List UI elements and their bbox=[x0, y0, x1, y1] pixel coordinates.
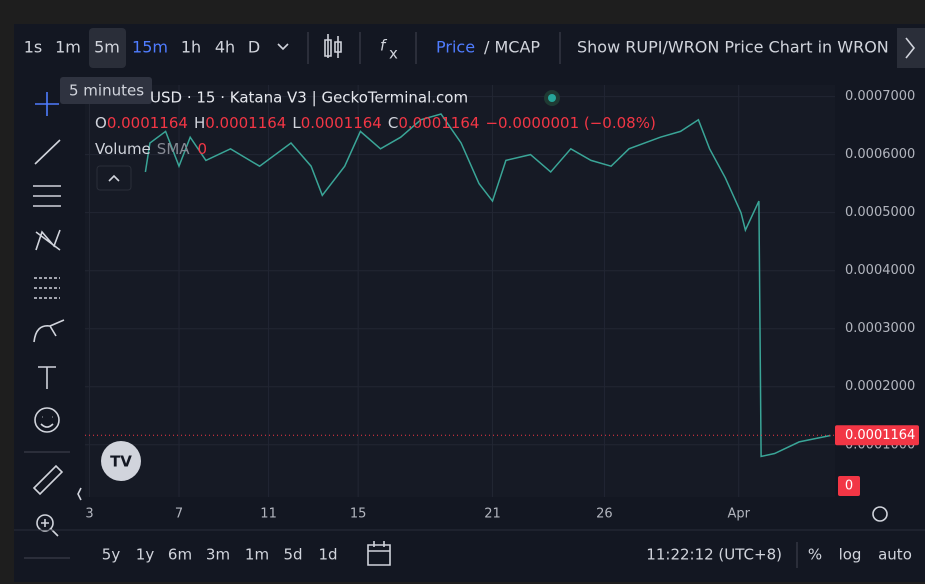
logo-mark: TV bbox=[110, 453, 132, 471]
ruler-tool[interactable] bbox=[32, 464, 64, 496]
x-tick-label: 7 bbox=[175, 507, 183, 522]
clock: 11:22:12 (UTC+8) bbox=[646, 546, 782, 564]
interval-button[interactable]: 5m bbox=[94, 38, 120, 57]
price-plot: 0.0007000 0.0006000 0.0005000 0.0004000 0.00… bbox=[85, 85, 919, 522]
bottom-bar: 5y 1y 6m 3m 1m 5d 1d% log auto bbox=[102, 546, 912, 564]
arrow-right bbox=[905, 37, 916, 59]
volume-label: Volume bbox=[95, 140, 151, 158]
x-tick-label: 11 bbox=[260, 507, 277, 522]
range-button[interactable]: 5y bbox=[102, 546, 121, 564]
y-tick-label: 0.0006000 bbox=[845, 147, 915, 162]
price-line bbox=[144, 113, 831, 458]
zoom-tool[interactable] bbox=[36, 514, 54, 532]
range-button[interactable]: 1y bbox=[136, 546, 155, 564]
last-price-label: 0.0001164 bbox=[845, 428, 915, 443]
interval-button[interactable]: 4h bbox=[215, 38, 235, 57]
fx-icon[interactable]: x bbox=[389, 45, 398, 63]
x-tick-label: 26 bbox=[596, 507, 613, 522]
y-tick-label: 0.0007000 bbox=[845, 89, 915, 104]
interval-button[interactable]: 1h bbox=[181, 38, 201, 57]
drawing-toolbar bbox=[24, 92, 82, 559]
ohlc-value: 0.0001164 bbox=[398, 114, 479, 132]
ohlc-key: L bbox=[292, 114, 301, 132]
x-tick-label: 21 bbox=[484, 507, 501, 522]
sma-value: 0 bbox=[198, 140, 208, 158]
price-toggle[interactable]: Price bbox=[436, 38, 475, 57]
interval-button[interactable]: 15m bbox=[132, 38, 168, 57]
sma-label: SMA bbox=[157, 140, 190, 158]
pair-toggle[interactable]: Show RUPI/WRON Price Chart in WRON bbox=[577, 38, 889, 57]
ohlc-change: −0.0000001 (−0.08%) bbox=[485, 114, 655, 132]
y-tick-label: 0.0004000 bbox=[845, 263, 915, 278]
interval-button[interactable]: 1s bbox=[24, 38, 43, 57]
interval-buttons: 1s 1m 5m 15m 1h 4h D bbox=[24, 38, 260, 57]
ohlc-legend: O0.0001164 H0.0001164 L0.0001164 C0.0001164… bbox=[95, 114, 656, 132]
range-button[interactable]: 3m bbox=[206, 546, 230, 564]
text-tool[interactable] bbox=[38, 366, 56, 389]
collapse-toolbar[interactable] bbox=[77, 487, 82, 501]
volume-legend: Volume SMA 0 bbox=[95, 140, 207, 158]
chevron[interactable] bbox=[277, 43, 289, 51]
plot-area bbox=[85, 85, 835, 497]
fib-tool[interactable] bbox=[33, 185, 61, 207]
emoji-face bbox=[40, 416, 54, 428]
scroll-right[interactable] bbox=[897, 28, 925, 68]
scale-option[interactable]: auto bbox=[878, 546, 912, 564]
projection-tool[interactable] bbox=[34, 277, 60, 299]
range-button[interactable]: 1m bbox=[245, 546, 269, 564]
y-tick-label: 0.0002000 bbox=[845, 379, 915, 394]
ohlc-value: 0.0001164 bbox=[107, 114, 188, 132]
x-tick-label: 3 bbox=[85, 507, 93, 522]
trendline-tool[interactable] bbox=[34, 139, 61, 165]
x-tick-label: Apr bbox=[727, 507, 750, 522]
tooltip-text: 5 minutes bbox=[69, 82, 144, 100]
collapse-legend[interactable] bbox=[96, 165, 132, 191]
mcap-toggle[interactable]: / MCAP bbox=[484, 38, 540, 57]
legend-title: USD · 15 · Katana V3 | GeckoTerminal.com bbox=[150, 89, 468, 107]
ohlc-key: H bbox=[194, 114, 205, 132]
selected-interval bbox=[89, 28, 126, 68]
chevron-up bbox=[108, 174, 120, 182]
tooltip bbox=[60, 77, 152, 104]
brush-tool[interactable] bbox=[33, 319, 65, 343]
x-tick-label: 15 bbox=[350, 507, 367, 522]
settings-icon[interactable] bbox=[872, 506, 888, 522]
ohlc-value: 0.0001164 bbox=[301, 114, 382, 132]
range-button[interactable]: 5d bbox=[283, 546, 302, 564]
ohlc-key: O bbox=[95, 114, 107, 132]
ohlc-value: 0.0001164 bbox=[205, 114, 286, 132]
volume-box bbox=[838, 476, 860, 496]
pattern-tool[interactable] bbox=[35, 229, 61, 251]
y-tick-label: 0.0003000 bbox=[845, 321, 915, 336]
volume-label: 0 bbox=[845, 479, 853, 494]
status-dot bbox=[548, 94, 556, 102]
crosshair-tool[interactable] bbox=[35, 92, 59, 116]
last-price-box bbox=[835, 425, 919, 446]
ohlc-key: C bbox=[388, 114, 398, 132]
range-button[interactable]: 1d bbox=[318, 546, 337, 564]
top-toolbar bbox=[14, 24, 925, 72]
date-range-icon[interactable] bbox=[367, 541, 391, 566]
range-button[interactable]: 6m bbox=[168, 546, 192, 564]
scale-option[interactable]: log bbox=[839, 546, 862, 564]
scale-option[interactable]: % bbox=[808, 546, 822, 564]
interval-button[interactable]: D bbox=[248, 38, 260, 57]
fx-icon[interactable]: f bbox=[380, 37, 388, 55]
logo[interactable] bbox=[101, 441, 141, 481]
emoji-tool[interactable] bbox=[34, 407, 60, 433]
interval-button[interactable]: 1m bbox=[55, 38, 81, 57]
candle-icon[interactable] bbox=[324, 34, 342, 58]
y-tick-label: 0.0005000 bbox=[845, 205, 915, 220]
